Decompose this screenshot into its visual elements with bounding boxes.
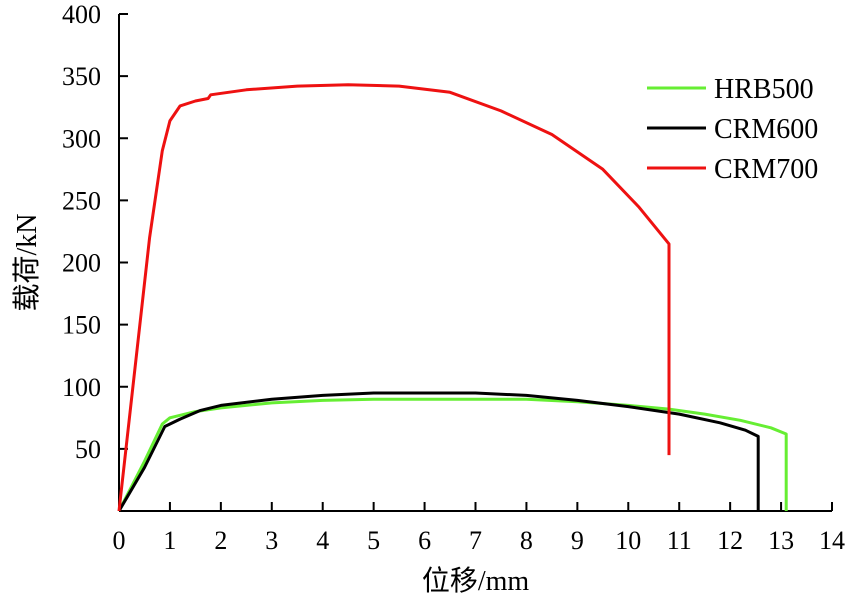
x-tick-label: 3 bbox=[265, 526, 278, 555]
x-tick-label: 14 bbox=[819, 526, 845, 555]
legend: HRB500 CRM600 CRM700 bbox=[647, 74, 818, 185]
x-tick-label: 11 bbox=[667, 526, 692, 555]
y-axis-title: 载荷/kN bbox=[11, 213, 43, 311]
x-tick-label: 8 bbox=[520, 526, 533, 555]
x-tick-label: 1 bbox=[163, 526, 176, 555]
series-line-hrb500 bbox=[117, 397, 788, 512]
x-tick-label: 13 bbox=[768, 526, 794, 555]
series-line-crm600 bbox=[117, 391, 760, 512]
x-tick-label: 9 bbox=[571, 526, 584, 555]
x-axis-title: 位移/mm bbox=[422, 565, 530, 597]
x-tick-label: 4 bbox=[316, 526, 329, 555]
x-tick-label: 5 bbox=[367, 526, 380, 555]
y-tick-label: 100 bbox=[62, 373, 101, 402]
y-tick-label: 50 bbox=[75, 435, 101, 464]
x-tick-label: 12 bbox=[717, 526, 743, 555]
y-tick-label: 200 bbox=[62, 249, 101, 278]
x-tick-label: 7 bbox=[469, 526, 482, 555]
y-tick-label: 300 bbox=[62, 124, 101, 153]
y-tick-label: 400 bbox=[62, 0, 101, 29]
x-tick-label: 10 bbox=[615, 526, 641, 555]
axes: 0 1 2 3 4 5 6 7 8 9 10 11 12 13 1450100150200250300350… bbox=[62, 0, 845, 555]
series-layer bbox=[117, 83, 788, 512]
y-tick-label: 150 bbox=[62, 311, 101, 340]
legend-label: CRM600 bbox=[714, 114, 818, 145]
legend-label: HRB500 bbox=[714, 74, 814, 105]
x-tick-label: 0 bbox=[113, 526, 126, 555]
legend-label: CRM700 bbox=[714, 154, 818, 185]
y-tick-label: 250 bbox=[62, 186, 101, 215]
series-line-crm700 bbox=[117, 83, 671, 512]
y-tick-label: 350 bbox=[62, 62, 101, 91]
x-tick-label: 2 bbox=[214, 526, 227, 555]
x-tick-label: 6 bbox=[418, 526, 431, 555]
